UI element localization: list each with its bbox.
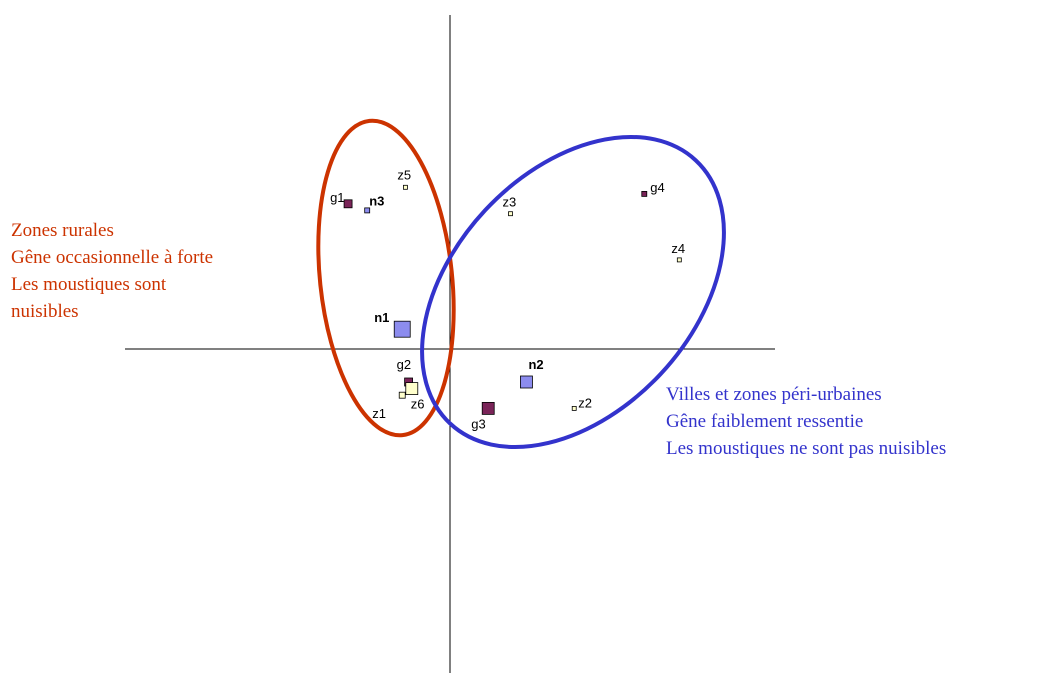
- marker-g3: [481, 401, 495, 415]
- marker-g4: [641, 190, 648, 197]
- data-points: [343, 184, 682, 415]
- label-z5: z5: [397, 167, 411, 182]
- label-g1: g1: [330, 190, 344, 205]
- marker-z2: [571, 405, 577, 411]
- marker-z1: [398, 391, 406, 399]
- marker-z6: [405, 382, 419, 396]
- marker-n3: [364, 207, 371, 214]
- annotation-urban-line: Villes et zones péri-urbaines: [666, 384, 882, 405]
- group-ellipses: [316, 118, 726, 450]
- marker-n1: [393, 320, 411, 338]
- annotation-rural-line: Les moustiques sont: [11, 274, 167, 295]
- label-g4: g4: [650, 180, 664, 195]
- label-g3: g3: [471, 416, 485, 431]
- label-z1: z1: [372, 406, 386, 421]
- label-z2: z2: [578, 395, 592, 410]
- annotation-rural-line: Gêne occasionnelle à forte: [11, 247, 214, 268]
- annotation-urban: Villes et zones péri-urbaines Gêne faible…: [666, 381, 946, 462]
- marker-z5: [403, 184, 408, 190]
- label-n2: n2: [528, 357, 543, 372]
- group-ellipse-urban: [420, 134, 726, 450]
- annotation-urban-line: Les moustiques ne sont pas nuisibles: [666, 438, 947, 459]
- label-n1: n1: [374, 310, 389, 325]
- annotation-rural: Zones rurales Gêne occasionnelle à forte L…: [11, 217, 213, 325]
- group-ellipse-rural: [316, 118, 456, 438]
- annotation-rural-line: Zones rurales: [11, 220, 114, 241]
- marker-g1: [343, 199, 353, 209]
- annotation-urban-line: Gêne faiblement ressentie: [666, 411, 864, 432]
- point-labels: g1 n3 z5 n1 g2 z6 z1 z3 g4 z4 n2 g3 z2: [330, 167, 685, 431]
- annotation-rural-line: nuisibles: [11, 301, 79, 322]
- marker-z4: [676, 257, 682, 263]
- marker-z3: [508, 211, 513, 217]
- label-g2: g2: [397, 357, 411, 372]
- label-n3: n3: [369, 193, 384, 208]
- axes: [125, 15, 775, 673]
- label-z4: z4: [671, 241, 685, 256]
- marker-n2: [520, 375, 533, 389]
- label-z3: z3: [503, 195, 517, 210]
- label-z6: z6: [411, 397, 425, 412]
